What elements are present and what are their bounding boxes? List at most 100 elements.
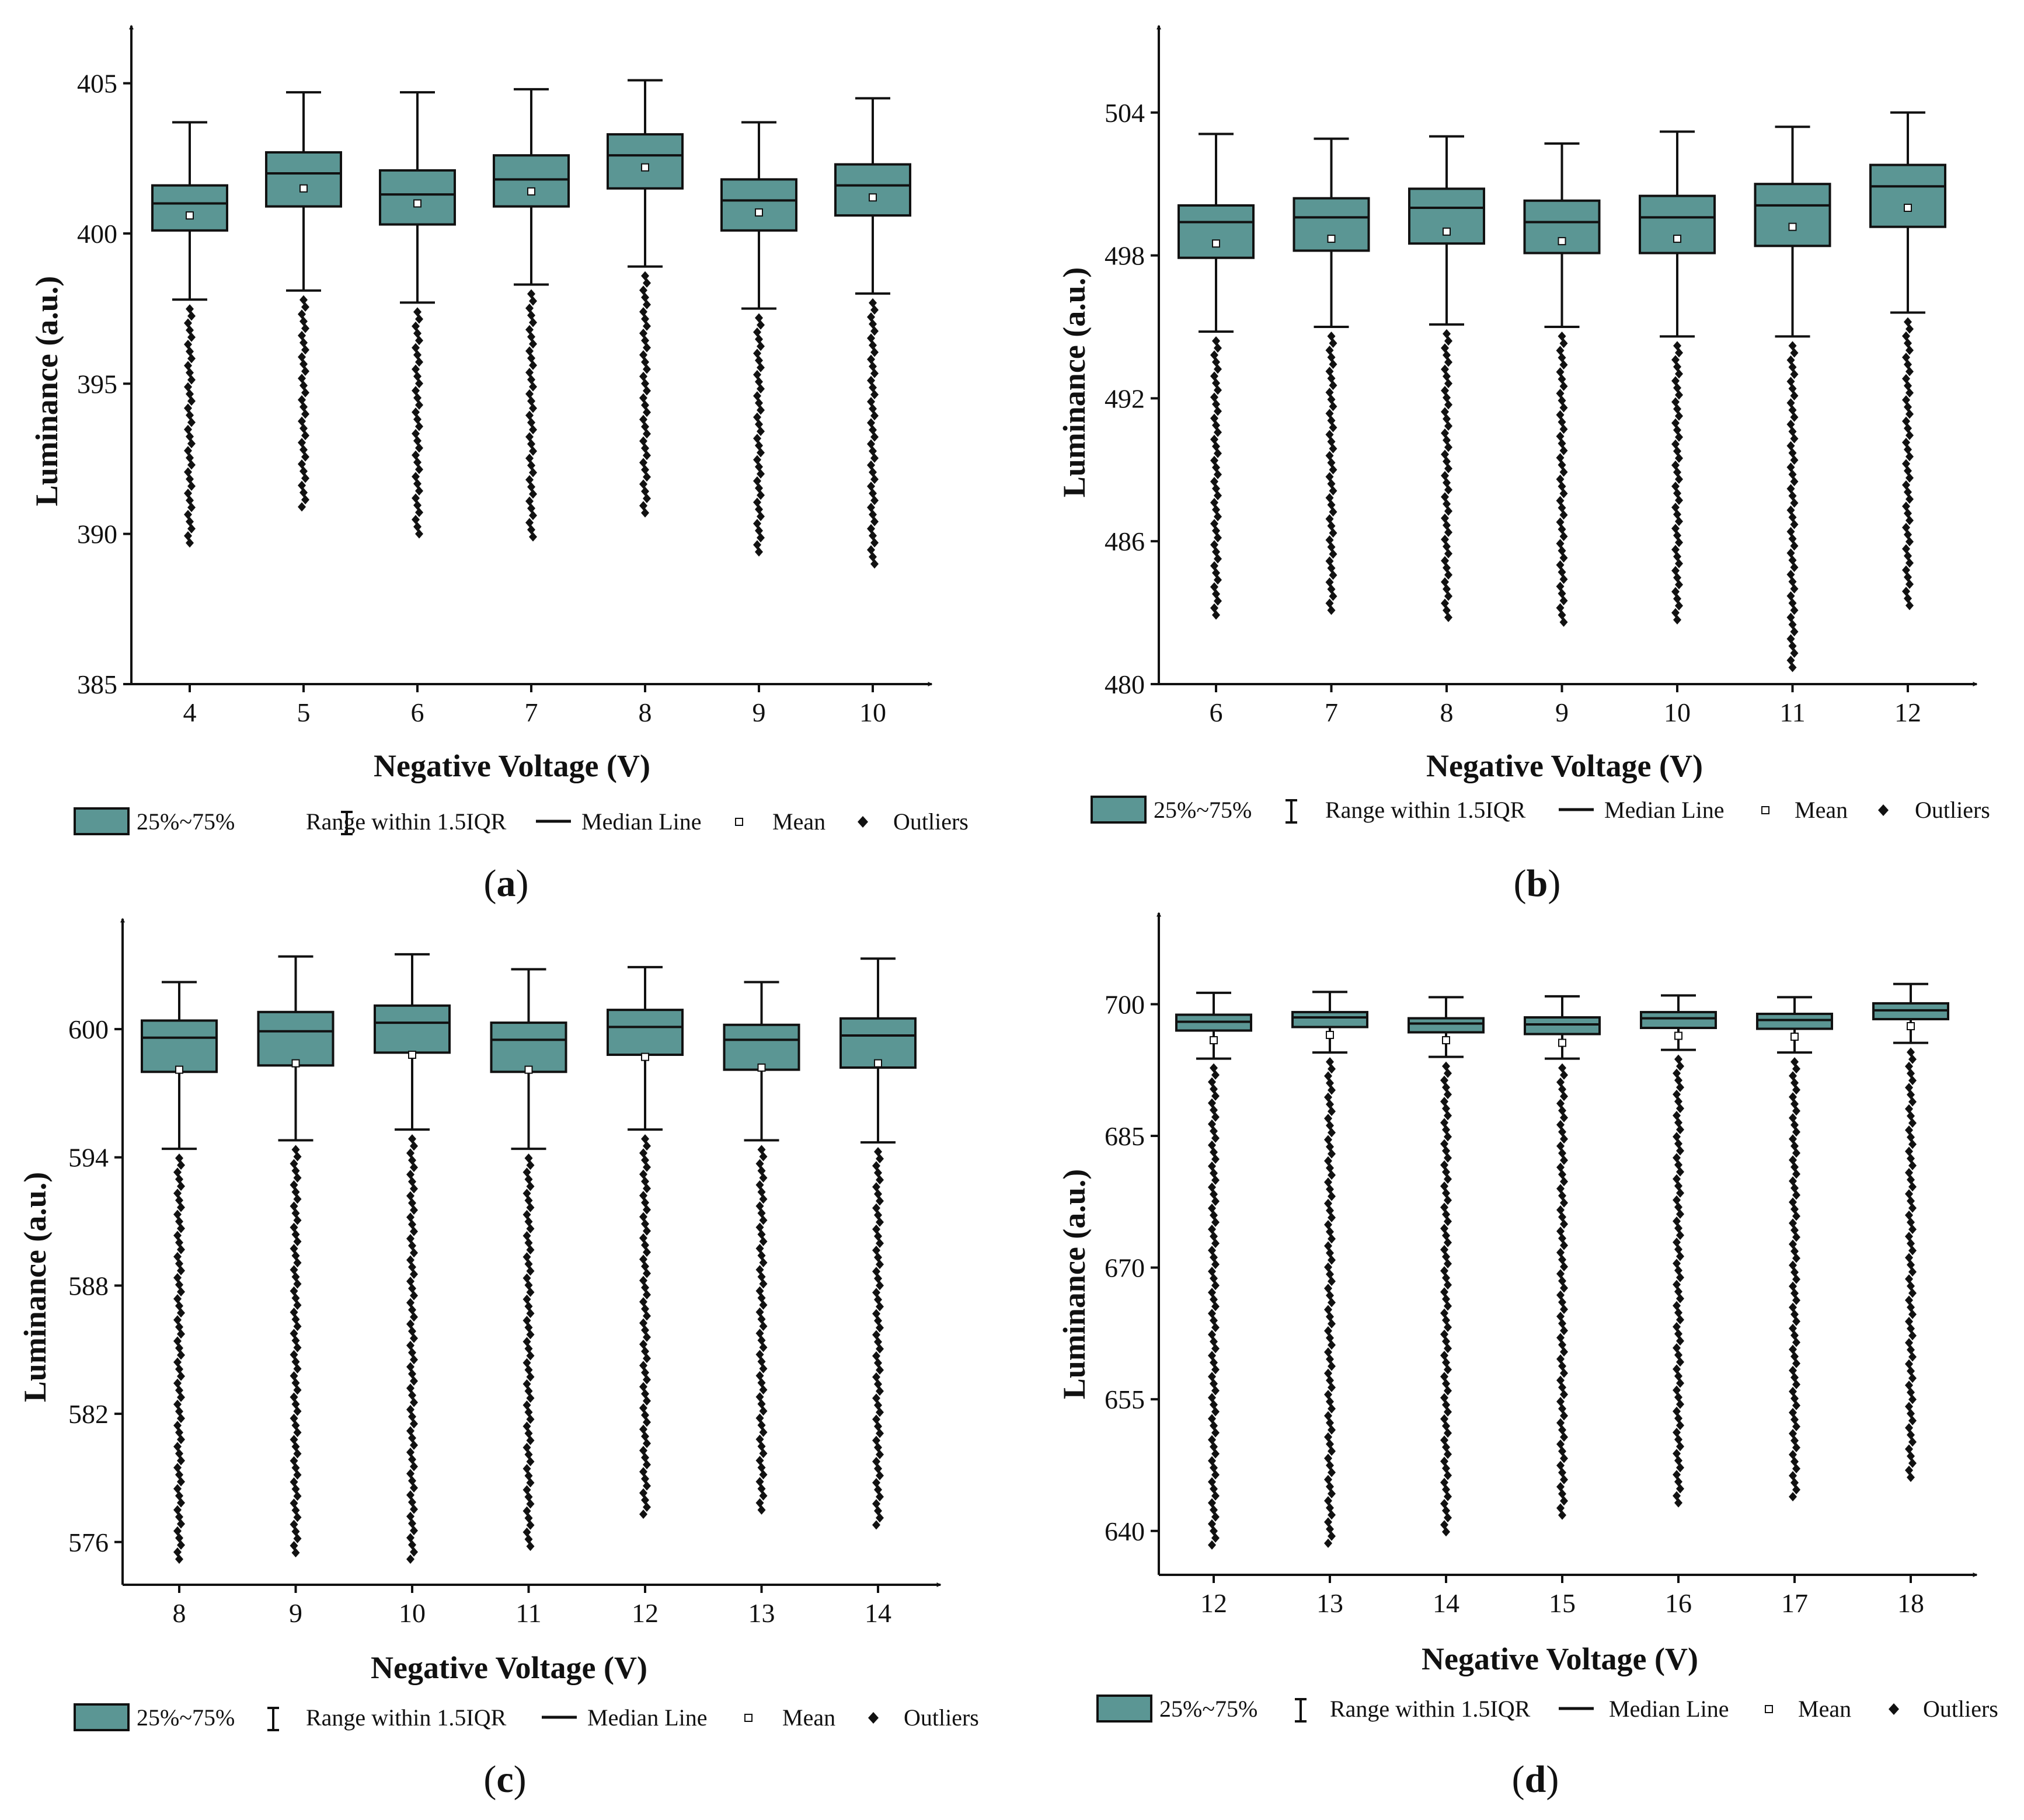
outlier-point (1442, 1484, 1450, 1494)
outlier-point (1210, 350, 1218, 360)
outlier-point (1675, 580, 1683, 590)
outlier-point (1208, 1519, 1216, 1529)
outlier-point (643, 1438, 651, 1448)
outlier-point (1902, 331, 1910, 341)
outlier-point (1560, 1262, 1568, 1272)
panel-b-x-tick-label: 10 (1664, 698, 1691, 727)
outlier-point (1556, 1418, 1565, 1428)
outlier-point (1786, 462, 1795, 472)
outlier-point (408, 1369, 416, 1379)
outlier-point (876, 1175, 884, 1185)
outlier-point (298, 459, 306, 469)
outlier-point (1908, 1097, 1917, 1107)
outlier-point (1675, 453, 1683, 463)
outlier-point (1792, 1190, 1800, 1200)
outlier-point (759, 1364, 768, 1373)
outlier-point (410, 1248, 418, 1258)
outlier-point (187, 417, 196, 427)
outlier-point (1905, 601, 1914, 611)
outlier-point (1904, 423, 1912, 433)
outlier-point (1329, 381, 1337, 391)
outlier-point (755, 1329, 764, 1338)
panel-d-label: (d) (1512, 1758, 1559, 1801)
outlier-point (522, 1188, 531, 1198)
outlier-point (753, 369, 761, 379)
panel-b-outliers-6 (1210, 336, 1222, 620)
outlier-point (175, 1237, 183, 1247)
panel-a-iqr-box (493, 154, 570, 208)
outlier-point (757, 1420, 766, 1430)
outlier-point (408, 1326, 416, 1336)
outlier-point (1676, 1484, 1684, 1494)
outlier-point (1905, 346, 1914, 355)
outlier-point (1673, 510, 1681, 519)
outlier-point (759, 1470, 768, 1480)
panel-a-box-4: 4 (151, 121, 228, 727)
outlier-point (639, 414, 647, 424)
outlier-point (1210, 1084, 1218, 1094)
outlier-point (1212, 399, 1220, 409)
panel-c-x-tick-label: 14 (865, 1598, 891, 1628)
outlier-point (1560, 1155, 1568, 1165)
panel-a-outliers-6 (412, 307, 423, 539)
outlier-point (1211, 1344, 1220, 1354)
outlier-point (1904, 381, 1912, 391)
outlier-point (641, 1134, 649, 1144)
outlier-point (1902, 395, 1910, 405)
outlier-point (1442, 1273, 1450, 1283)
panel-d-iqr-box (1524, 1016, 1601, 1035)
outlier-point (1907, 1111, 1915, 1121)
panel-a-iqr-box (720, 178, 797, 232)
panel-d-y-tick-label: 700 (1105, 989, 1145, 1019)
outlier-point (1673, 1111, 1681, 1121)
outlier-point (177, 1371, 185, 1381)
outlier-point (1442, 1463, 1450, 1473)
legend-mean-icon (744, 1714, 753, 1722)
outlier-point (1440, 1266, 1448, 1276)
outlier-point (1792, 1485, 1800, 1495)
outlier-point (1210, 1442, 1218, 1452)
outlier-point (1208, 1351, 1216, 1361)
outlier-point (757, 384, 765, 394)
legend-median-label: Median Line (1604, 797, 1725, 823)
outlier-point (1556, 1482, 1565, 1492)
outlier-point (298, 309, 306, 319)
outlier-point (1329, 591, 1337, 601)
outlier-point (1324, 1241, 1332, 1251)
outlier-point (876, 1217, 884, 1227)
outlier-point (524, 1535, 533, 1544)
outlier-point (1210, 1126, 1218, 1136)
outlier-point (1789, 1092, 1797, 1102)
outlier-point (1324, 1092, 1332, 1102)
outlier-point (1212, 610, 1220, 620)
outlier-point (525, 475, 534, 484)
outlier-point (1210, 455, 1218, 465)
panel-c-xlabel: Negative Voltage (V) (371, 1650, 647, 1685)
outlier-point (1440, 1202, 1448, 1212)
outlier-point (1559, 531, 1568, 541)
outlier-point (1556, 453, 1565, 463)
outlier-point (639, 501, 647, 511)
outlier-point (643, 1141, 651, 1151)
outlier-point (1559, 339, 1568, 348)
outlier-point (299, 445, 308, 455)
outlier-point (525, 454, 534, 463)
outlier-point (867, 545, 875, 555)
outlier-point (1792, 1274, 1800, 1284)
outlier-point (410, 1397, 418, 1407)
outlier-point (301, 452, 309, 462)
outlier-point (1443, 605, 1451, 615)
outlier-point (1210, 1232, 1218, 1242)
outlier-point (290, 1286, 298, 1296)
outlier-point (1208, 1140, 1216, 1150)
outlier-point (1908, 1288, 1917, 1298)
outlier-point (1444, 1237, 1452, 1247)
outlier-point (643, 1417, 651, 1427)
outlier-point (522, 1167, 531, 1177)
panel-b-x-tick-label: 9 (1555, 698, 1569, 727)
panel-b-x-tick-label: 6 (1210, 698, 1223, 727)
outlier-point (1325, 493, 1334, 503)
outlier-point (408, 1519, 416, 1529)
outlier-point (1210, 1295, 1218, 1305)
